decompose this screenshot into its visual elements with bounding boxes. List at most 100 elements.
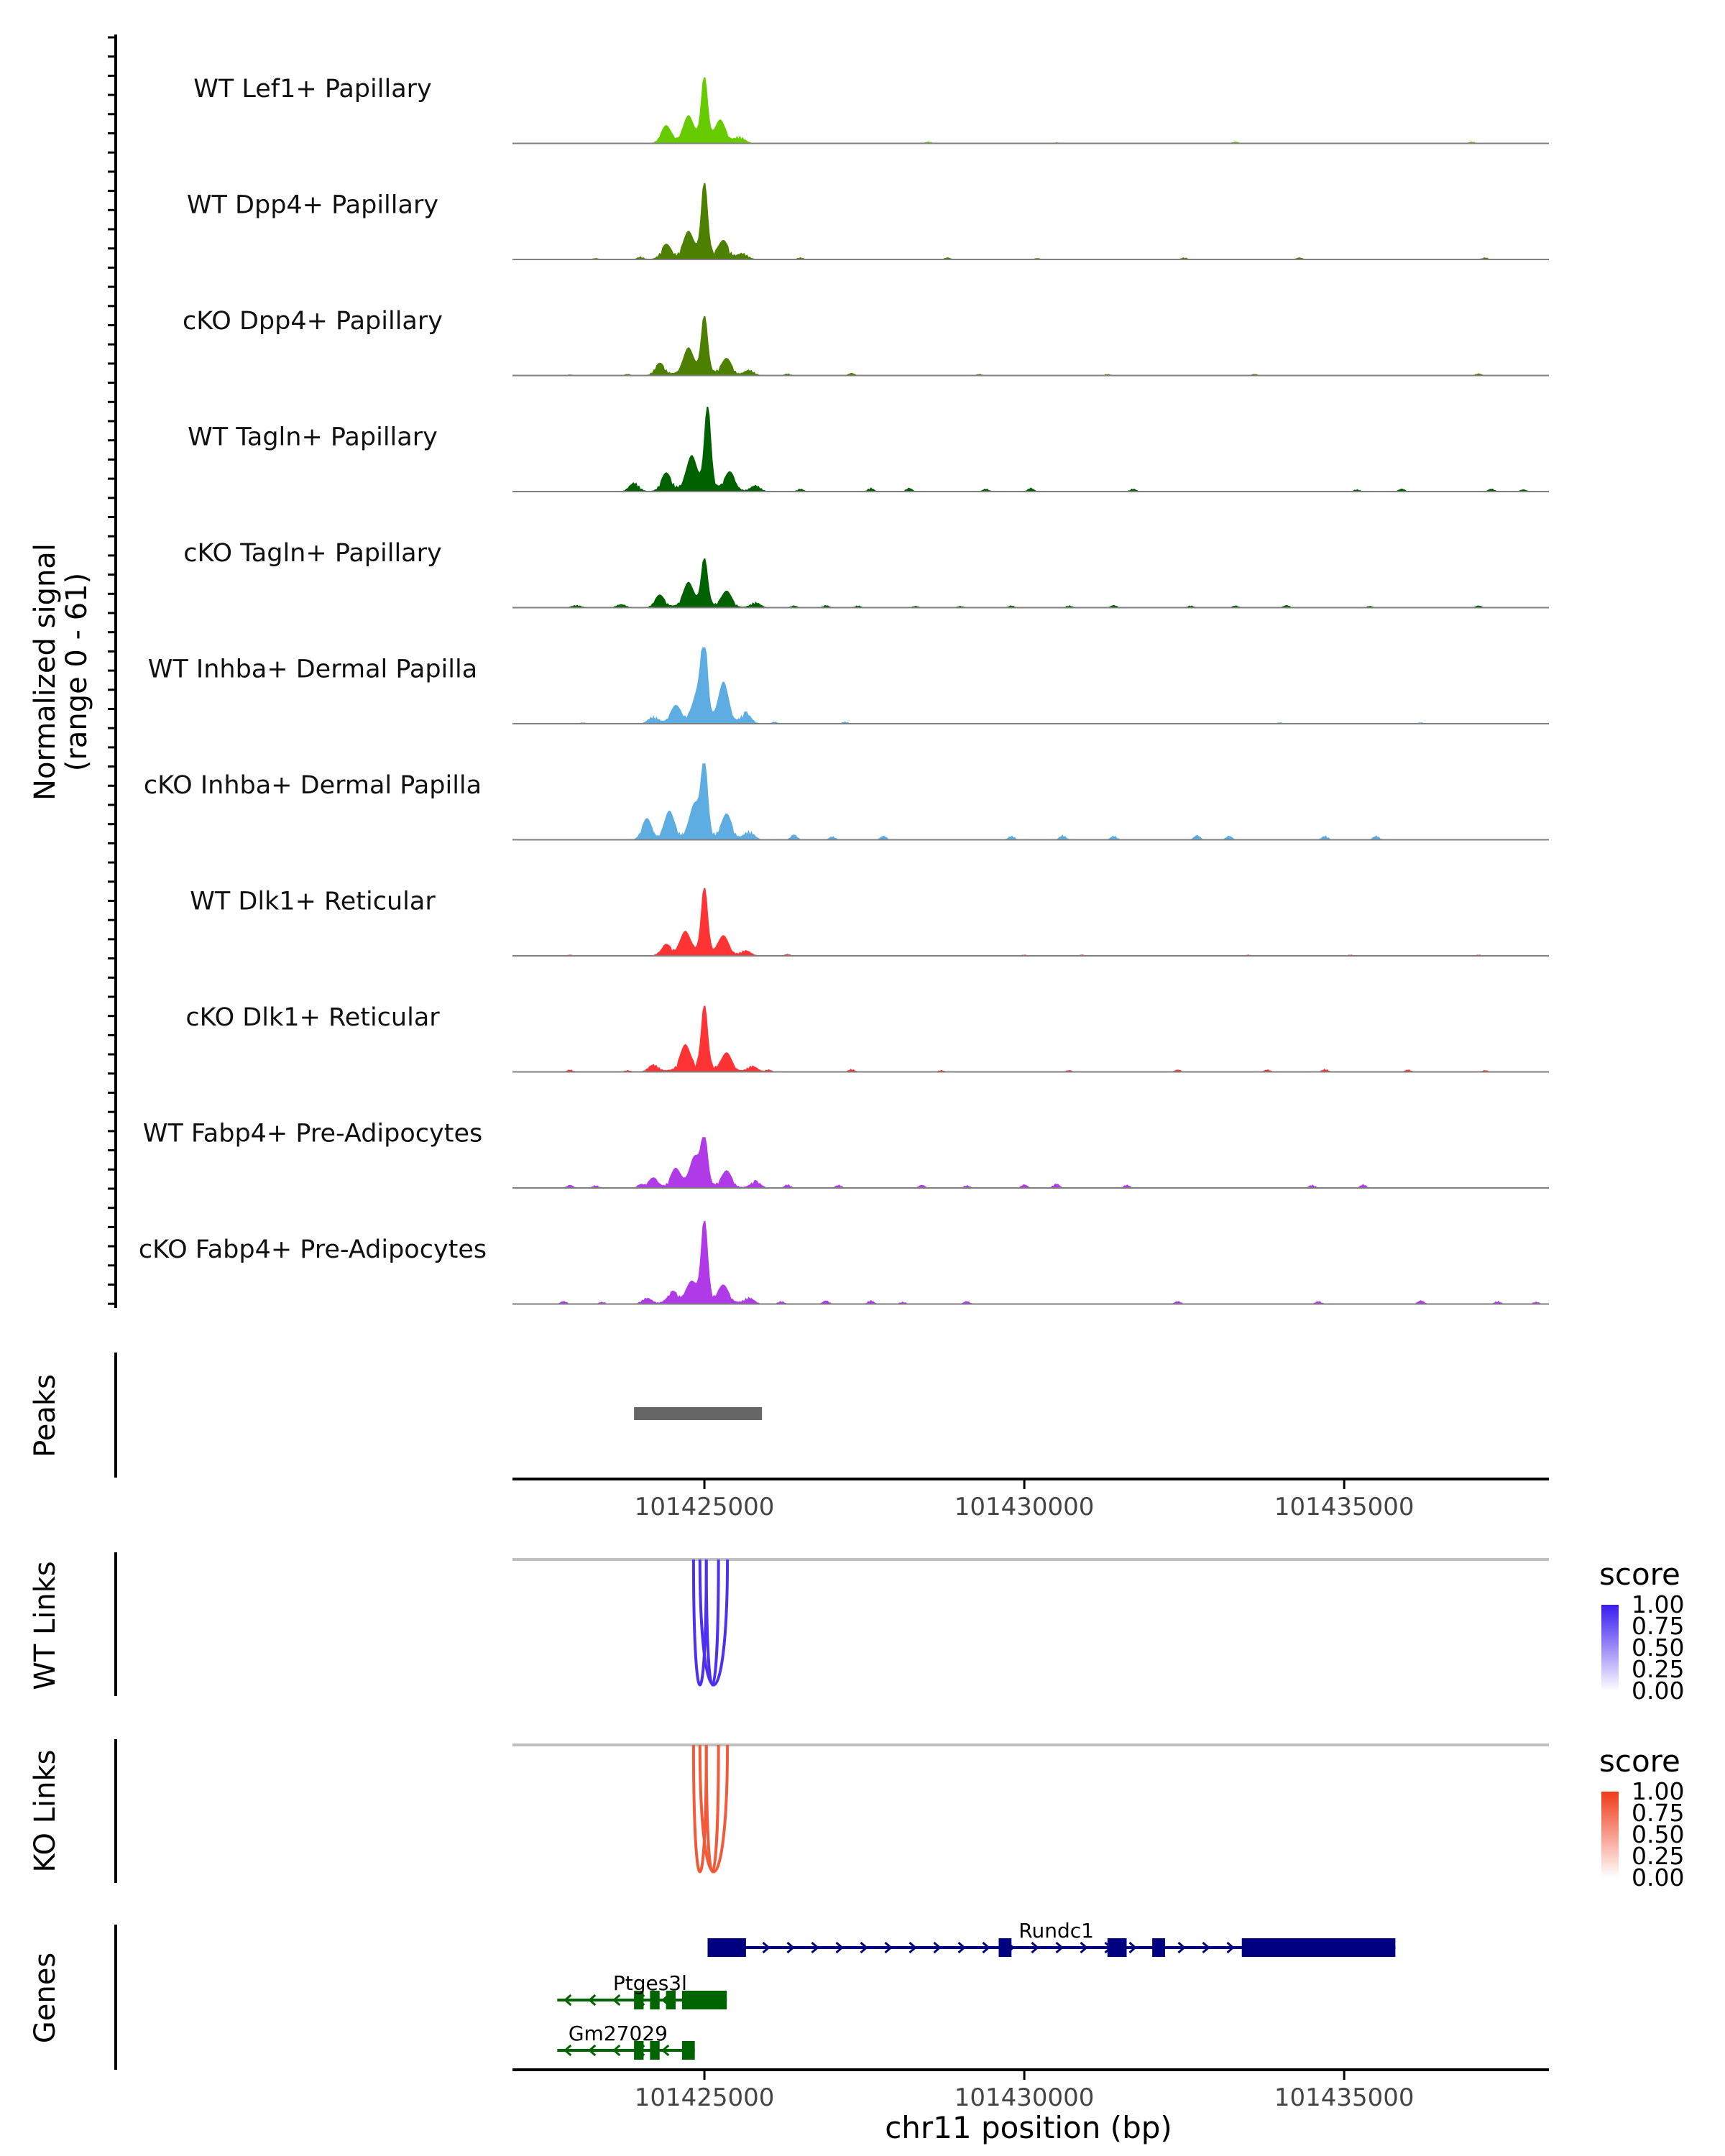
strand-chevron <box>612 2044 621 2057</box>
gene-exon <box>666 1991 676 2009</box>
coverage-signal-area <box>512 1137 1549 1188</box>
ko-links-panel: KO Links score 1.00 0.75 0.50 0.25 0.00 <box>29 1739 1684 1892</box>
ko-link-arcs <box>691 1744 730 1874</box>
coverage-panel: Normalized signal (range 0 - 61) WT Lef1… <box>29 34 1549 1308</box>
wt-legend-colorbar <box>1601 1605 1619 1691</box>
strand-chevron <box>612 1994 621 2007</box>
gene-x-tick-label-1: 101425000 <box>635 2083 775 2112</box>
peaks-panel: Peaks 101425000 101430000 101435000 <box>29 1353 1549 1521</box>
x-axis-title: chr11 position (bp) <box>885 2110 1172 2145</box>
coverage-track-5: cKO Tagln+ Papillary <box>183 539 1549 609</box>
ko-score-legend: score 1.00 0.75 0.50 0.25 0.00 <box>1599 1743 1684 1892</box>
coverage-track-label: WT Fabp4+ Pre-Adipocytes <box>143 1120 482 1148</box>
coverage-track-label: WT Tagln+ Papillary <box>188 423 438 452</box>
genes-x-ticks: 101425000 101430000 101435000 <box>635 2070 1414 2112</box>
strand-chevron <box>811 1941 819 1954</box>
gene-exon <box>650 1991 660 2009</box>
x-tick-label-2: 101430000 <box>954 1493 1095 1521</box>
ko-legend-tick-1: 1.00 <box>1632 1777 1684 1805</box>
coverage-signal-area <box>512 407 1549 492</box>
peaks-x-ticks: 101425000 101430000 101435000 <box>635 1479 1414 1521</box>
x-tick-label-3: 101435000 <box>1274 1493 1414 1521</box>
genes-panel: Genes Rundc1 Ptges3l Gm27029 101425000 101… <box>29 1919 1549 2145</box>
coverage-signal-area <box>512 558 1549 608</box>
wt-legend-tick-3: 0.50 <box>1632 1634 1684 1662</box>
peaks-track-label: Peaks <box>29 1374 62 1457</box>
link-arc-3 <box>698 1744 730 1874</box>
gene-gm27029: Gm27029 <box>557 2022 695 2060</box>
gene-exon <box>634 1991 644 2009</box>
strand-chevron <box>884 1941 893 1954</box>
strand-chevron <box>786 1941 795 1954</box>
gene-exon <box>650 2041 660 2060</box>
gene-rundc1: Rundc1 <box>707 1919 1396 1957</box>
gene-ptges3l: Ptges3l <box>557 1971 727 2009</box>
wt-legend-title: score <box>1599 1557 1680 1592</box>
wt-links-panel: WT Links score 1.00 0.75 0.50 0.25 0.00 <box>29 1552 1684 1705</box>
strand-chevron <box>588 2044 597 2057</box>
coverage-track-label: cKO Fabp4+ Pre-Adipocytes <box>139 1235 487 1264</box>
strand-chevron <box>1031 1941 1039 1954</box>
strand-chevron <box>1080 1941 1088 1954</box>
coverage-signal-area <box>512 1220 1549 1304</box>
gene-x-tick-label-2: 101430000 <box>954 2083 1095 2112</box>
coverage-track-6: WT Inhba+ Dermal Papilla <box>148 647 1549 724</box>
wt-link-arcs <box>691 1559 730 1687</box>
strand-chevron <box>982 1941 990 1954</box>
coverage-track-4: WT Tagln+ Papillary <box>188 407 1549 492</box>
coverage-y-ticks <box>108 36 116 1305</box>
strand-chevron <box>1226 1941 1235 1954</box>
coverage-tracks: WT Lef1+ Papillary WT Dpp4+ Papillary cKO … <box>139 75 1549 1305</box>
strand-chevron <box>1128 1941 1137 1954</box>
ko-links-track-label: KO Links <box>29 1750 62 1873</box>
strand-chevron <box>1055 1941 1064 1954</box>
gene-exon <box>1107 1938 1127 1957</box>
coverage-track-11: cKO Fabp4+ Pre-Adipocytes <box>139 1220 1549 1305</box>
ko-legend-title: score <box>1599 1743 1680 1779</box>
strand-chevron <box>933 1941 942 1954</box>
wt-legend-tick-5: 0.00 <box>1632 1677 1684 1705</box>
peak-regions <box>634 1407 763 1420</box>
wt-legend-tick-4: 0.25 <box>1632 1655 1684 1683</box>
strand-chevron <box>957 1941 966 1954</box>
wt-legend-tick-1: 1.00 <box>1632 1590 1684 1618</box>
coverage-track-2: WT Dpp4+ Papillary <box>187 183 1549 260</box>
coverage-track-10: WT Fabp4+ Pre-Adipocytes <box>143 1120 1549 1189</box>
coverage-track-label: WT Dpp4+ Papillary <box>187 191 438 220</box>
coverage-track-label: WT Inhba+ Dermal Papilla <box>148 655 477 684</box>
gene-exon <box>634 2041 644 2060</box>
strand-chevron <box>1202 1941 1210 1954</box>
gene-exon <box>1241 1938 1396 1957</box>
coverage-track-1: WT Lef1+ Papillary <box>193 75 1549 144</box>
strand-chevron <box>564 2044 572 2057</box>
y-axis-subtitle: (range 0 - 61) <box>60 573 93 771</box>
coverage-track-9: cKO Dlk1+ Reticular <box>185 1003 1549 1073</box>
coverage-track-label: cKO Dlk1+ Reticular <box>185 1003 440 1032</box>
gene-x-tick-label-3: 101435000 <box>1274 2083 1414 2112</box>
coverage-track-8: WT Dlk1+ Reticular <box>190 888 1549 957</box>
gene-exon <box>1152 1938 1165 1957</box>
coverage-track-label: WT Lef1+ Papillary <box>193 75 432 103</box>
gene-exon <box>681 2041 695 2060</box>
coverage-signal-area <box>512 183 1549 259</box>
ko-legend-tick-5: 0.00 <box>1632 1864 1684 1892</box>
coverage-track-label: cKO Tagln+ Papillary <box>183 539 442 568</box>
link-arc-2 <box>704 1744 720 1874</box>
coverage-track-label: WT Dlk1+ Reticular <box>190 888 436 916</box>
strand-chevron <box>860 1941 868 1954</box>
coverage-signal-area <box>512 77 1549 144</box>
link-arc-3 <box>698 1559 730 1687</box>
coverage-track-label: cKO Dpp4+ Papillary <box>183 307 443 336</box>
link-arc-2 <box>704 1559 720 1687</box>
x-tick-label-1: 101425000 <box>635 1493 775 1521</box>
gene-exon <box>998 1938 1012 1957</box>
strand-chevron <box>564 1994 572 2007</box>
coverage-signal-area <box>512 1005 1549 1072</box>
strand-chevron <box>908 1941 917 1954</box>
gene-exon <box>681 1991 727 2009</box>
coverage-track-7: cKO Inhba+ Dermal Papilla <box>144 763 1549 841</box>
gene-label: Rundc1 <box>1018 1919 1094 1943</box>
wt-links-track-label: WT Links <box>29 1561 62 1690</box>
genes-track-label: Genes <box>29 1953 62 2043</box>
